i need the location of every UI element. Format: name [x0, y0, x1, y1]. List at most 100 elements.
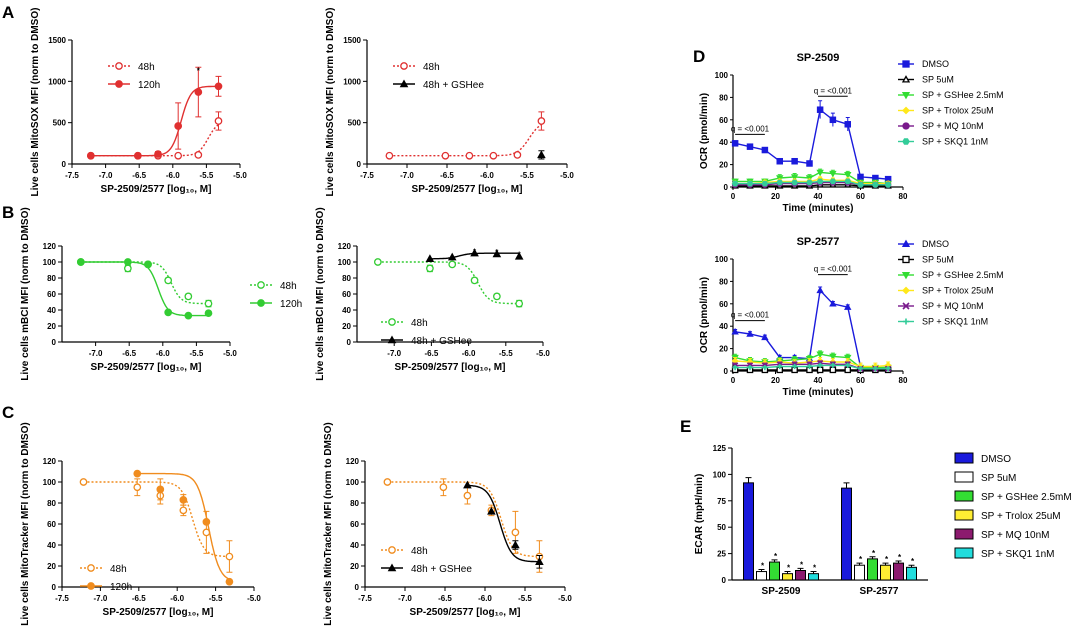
y-axis-label: ECAR (mpH/min) [694, 474, 705, 555]
significance-label: q = <0.001 [814, 86, 853, 95]
x-axis-label: SP-2509/2577 [log₁₀, M] [103, 607, 214, 618]
x-tick-label: 60 [856, 376, 865, 385]
ecar-bar-chart: 0 25 50 75 100 125 ECAR (mpH/min) * * * * * SP-2509 *… [694, 444, 1072, 597]
legend-marker [902, 60, 910, 68]
x-tick-label: 60 [856, 192, 865, 201]
fit-curve [80, 261, 209, 317]
bar [867, 558, 878, 581]
bar [795, 569, 806, 581]
x-tick-label: 20 [771, 192, 780, 201]
error-bar [758, 568, 765, 572]
x-tick-label: -7.0 [94, 594, 108, 603]
data-point [489, 151, 498, 160]
data-point [845, 362, 851, 368]
bar [841, 487, 852, 581]
data-point [194, 151, 203, 159]
legend-label: 48h [138, 62, 155, 73]
legend-label: 120h [110, 582, 132, 593]
y-tick-label: 20 [47, 322, 56, 331]
data-point [164, 308, 173, 317]
legend-label: SP + MQ 10nM [922, 301, 984, 311]
data-point [448, 260, 457, 269]
x-tick-label: -7.0 [99, 171, 113, 180]
legend-marker [387, 563, 397, 572]
data-point [194, 88, 203, 96]
data-point [537, 117, 546, 125]
data-point [844, 121, 852, 128]
x-tick-label: 0 [731, 376, 736, 385]
y-axis-label: Live cells MitoSOX MFI (norm to DMSO) [30, 8, 41, 197]
y-tick-label: 40 [719, 138, 728, 147]
error-bar [882, 562, 889, 566]
x-tick-label: 80 [899, 376, 908, 385]
x-tick-label: -7.0 [387, 349, 401, 358]
x-tick-label: -7.0 [400, 171, 414, 180]
y-tick-label: 40 [342, 306, 351, 315]
significance-star: * [800, 560, 804, 569]
legend-swatch [954, 490, 974, 502]
y-tick-label: 40 [719, 322, 728, 331]
data-point [746, 143, 754, 150]
data-point [465, 151, 474, 160]
legend-swatch [954, 471, 974, 483]
data-point [133, 483, 142, 492]
panel-label-a: A [2, 3, 14, 22]
data-point [829, 178, 837, 185]
data-point [214, 117, 223, 125]
data-point [829, 116, 837, 124]
y-tick-label: 0 [347, 338, 352, 347]
legend-marker [902, 106, 910, 115]
data-point [792, 363, 798, 370]
bar [808, 573, 819, 581]
data-point [817, 362, 823, 368]
legend-marker [901, 239, 911, 248]
legend-marker [902, 255, 910, 264]
y-axis-label: OCR (pmol/min) [699, 93, 710, 169]
fit-curve [389, 124, 542, 157]
y-axis-label: Live cells mBCl MFI (norm to DMSO) [315, 207, 326, 380]
data-point [513, 151, 522, 159]
legend-marker [387, 335, 397, 344]
series-line [735, 171, 889, 185]
y-tick-label: 80 [350, 499, 359, 508]
y-tick-label: 120 [338, 242, 352, 251]
fit-curve [467, 484, 540, 563]
significance-label: q = <0.001 [731, 311, 770, 320]
x-tick-label: -5.5 [190, 349, 204, 358]
legend-label: 48h [423, 62, 440, 73]
legend-marker [901, 75, 911, 83]
x-tick-label: -6.0 [480, 171, 494, 180]
dose-response-chart-c1: 0 20 40 60 80 100 120 -7.5 -7.0 -6.5 -6.0 -5.5 -5.0 S… [20, 422, 261, 625]
x-tick-label: -6.5 [122, 349, 136, 358]
y-tick-label: 100 [338, 258, 352, 267]
y-tick-label: 0 [62, 160, 67, 169]
data-point [515, 299, 524, 308]
bar [743, 482, 754, 581]
series-line [734, 108, 889, 180]
data-point [872, 181, 879, 188]
legend-swatch [954, 547, 974, 559]
x-axis-label: Time (minutes) [783, 203, 854, 214]
legend-label: 48h [411, 318, 428, 329]
data-point [844, 178, 852, 185]
dose-response-chart-a2: 0 500 1000 1500 -7.5 -7.0 -6.5 -6.0 -5.5 -5.0 SP-2… [325, 8, 574, 197]
data-point [872, 366, 878, 372]
data-point [816, 169, 824, 177]
y-tick-label: 100 [346, 478, 360, 487]
x-tick-label: 80 [899, 192, 908, 201]
data-point [884, 181, 892, 188]
data-point [86, 151, 95, 160]
chart-title: SP-2577 [797, 236, 840, 248]
legend-label: SP + Trolox 25uM [922, 286, 994, 296]
y-tick-label: 40 [47, 541, 56, 550]
series-120h [76, 258, 213, 320]
data-point [816, 178, 824, 185]
data-point [144, 260, 152, 269]
x-tick-label: -5.0 [536, 349, 550, 358]
data-point [806, 363, 813, 370]
data-point [829, 353, 837, 361]
significance-star: * [518, 251, 522, 260]
x-axis-label: SP-2509/2577 [log₁₀, M] [412, 184, 523, 195]
x-tick-label: -7.0 [89, 349, 103, 358]
y-tick-label: 120 [43, 457, 57, 466]
